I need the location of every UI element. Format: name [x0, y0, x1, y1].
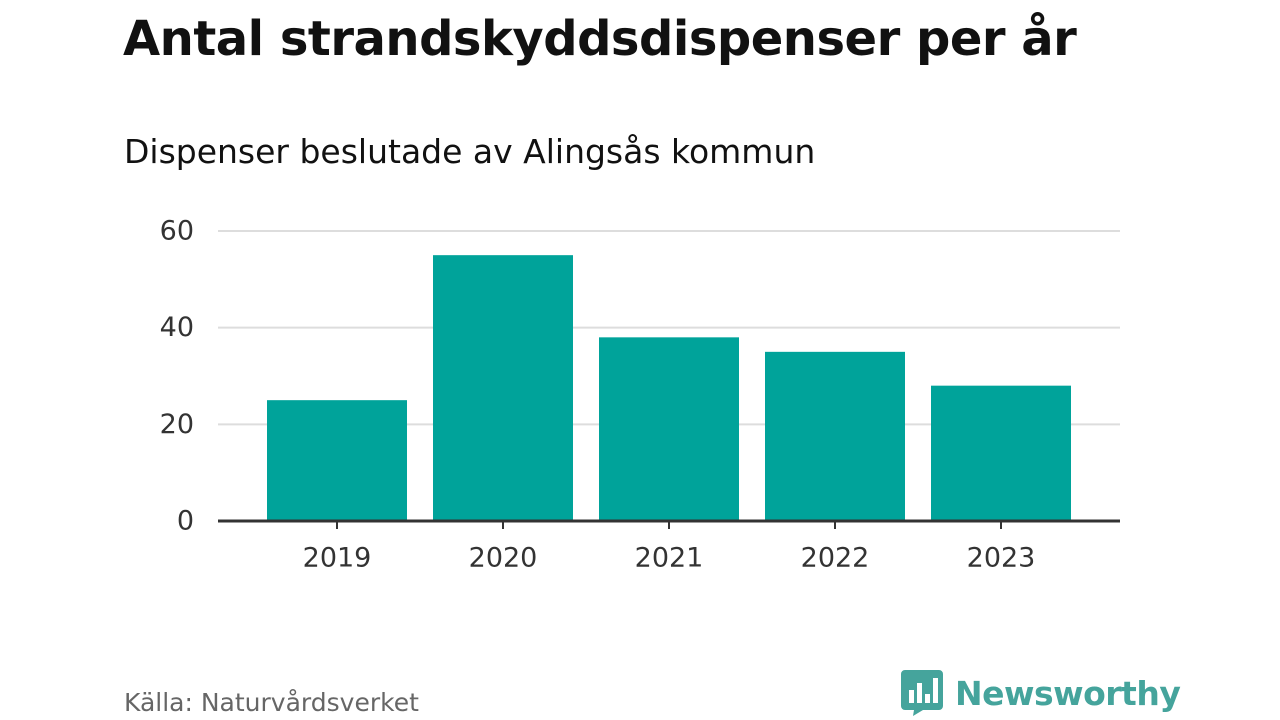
- bar: [599, 337, 739, 521]
- bar: [433, 255, 573, 521]
- source-note: Källa: Naturvårdsverket: [124, 688, 419, 717]
- logo-text: Newsworthy: [955, 673, 1181, 713]
- x-tick-label: 2019: [303, 543, 372, 574]
- bar: [765, 351, 905, 521]
- y-tick-label: 20: [160, 409, 194, 440]
- x-tick-label: 2021: [635, 543, 704, 574]
- chart-title: Antal strandskyddsdispenser per år: [123, 11, 1077, 67]
- bar: [267, 400, 407, 521]
- bar-chart: 0 20 40 60 2019 2020 2021 2022 2023: [160, 216, 1120, 574]
- bar: [931, 385, 1071, 521]
- y-axis-ticks: 0 20 40 60: [160, 216, 194, 537]
- x-tick-label: 2022: [801, 543, 870, 574]
- y-tick-label: 0: [177, 506, 194, 537]
- y-tick-label: 60: [160, 216, 194, 247]
- y-tick-label: 40: [160, 312, 194, 343]
- x-axis-ticks: 2019 2020 2021 2022 2023: [218, 519, 1120, 574]
- x-tick-label: 2020: [469, 543, 538, 574]
- newsworthy-logo: Newsworthy: [901, 669, 1181, 717]
- bar-chart-bubble-icon: [901, 670, 943, 716]
- x-tick-label: 2023: [967, 543, 1036, 574]
- chart-subtitle: Dispenser beslutade av Alingsås kommun: [124, 132, 816, 171]
- bars: [267, 255, 1071, 521]
